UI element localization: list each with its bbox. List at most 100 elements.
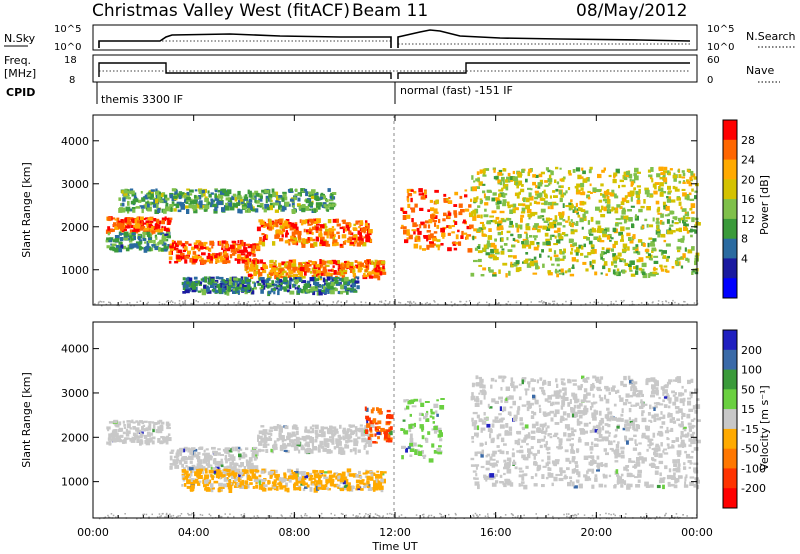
echo-cell bbox=[107, 226, 111, 231]
echo-cell bbox=[228, 448, 233, 453]
echo-cell bbox=[688, 425, 693, 428]
echo-cell bbox=[243, 466, 247, 470]
echo-cell bbox=[577, 385, 581, 388]
echo-cell bbox=[542, 423, 546, 428]
echo-cell bbox=[337, 475, 342, 480]
echo-cell bbox=[448, 225, 452, 229]
echo-cell bbox=[221, 247, 224, 250]
echo-cell bbox=[221, 288, 226, 293]
echo-cell bbox=[510, 381, 515, 384]
echo-cell bbox=[599, 228, 604, 234]
echo-cell bbox=[267, 224, 270, 229]
echo-cell bbox=[240, 199, 244, 202]
echo-cell bbox=[204, 198, 209, 203]
echo-cell bbox=[275, 200, 279, 203]
echo-cell bbox=[151, 201, 156, 205]
echo-cell bbox=[413, 442, 417, 447]
echo-cell bbox=[507, 218, 512, 221]
echo-cell bbox=[257, 448, 261, 453]
noise-cell bbox=[507, 300, 510, 303]
echo-cell bbox=[273, 270, 276, 275]
echo-cell bbox=[300, 445, 304, 451]
echo-cell bbox=[206, 290, 212, 294]
echo-cell bbox=[678, 218, 681, 224]
echo-cell bbox=[231, 253, 236, 256]
echo-cell bbox=[532, 181, 536, 186]
echo-cell bbox=[558, 185, 561, 188]
echo-cell bbox=[133, 198, 139, 203]
echo-cell bbox=[312, 446, 317, 451]
echo-cell bbox=[263, 265, 268, 269]
echo-cell bbox=[165, 227, 169, 232]
echo-cell bbox=[472, 209, 477, 214]
echo-cell bbox=[229, 464, 232, 468]
echo-cell bbox=[249, 464, 254, 470]
echo-cell bbox=[694, 260, 698, 266]
echo-cell bbox=[533, 256, 537, 260]
echo-cell bbox=[223, 252, 227, 256]
echo-cell bbox=[581, 167, 584, 171]
echo-cell bbox=[567, 215, 570, 221]
echo-cell bbox=[349, 473, 354, 477]
power-colorbar-swatch bbox=[723, 120, 737, 141]
echo-cell bbox=[486, 220, 492, 225]
echo-cell bbox=[575, 252, 579, 256]
echo-cell bbox=[153, 199, 157, 203]
echo-cell bbox=[424, 190, 427, 195]
echo-cell bbox=[145, 438, 151, 441]
echo-cell bbox=[308, 194, 313, 198]
echo-cell bbox=[613, 175, 616, 179]
echo-cell bbox=[319, 484, 323, 487]
echo-cell bbox=[466, 234, 472, 237]
echo-cell bbox=[111, 217, 116, 220]
echo-cell bbox=[676, 376, 681, 382]
echo-cell bbox=[582, 213, 586, 219]
echo-cell bbox=[576, 418, 580, 423]
echo-cell bbox=[223, 285, 227, 291]
echo-cell bbox=[585, 392, 591, 396]
echo-cell bbox=[108, 440, 112, 446]
echo-cell bbox=[635, 424, 639, 428]
echo-cell bbox=[303, 283, 308, 288]
echo-cell bbox=[267, 479, 270, 485]
echo-cell bbox=[660, 213, 664, 218]
echo-cell bbox=[691, 246, 695, 251]
echo-cell bbox=[327, 291, 330, 294]
echo-cell bbox=[353, 240, 358, 243]
echo-cell bbox=[108, 438, 113, 441]
echo-cell bbox=[286, 435, 289, 439]
echo-cell bbox=[634, 167, 639, 173]
echo-cell bbox=[470, 198, 473, 202]
echo-cell bbox=[136, 244, 140, 249]
echo-cell bbox=[560, 268, 564, 273]
echo-cell bbox=[377, 474, 383, 479]
echo-cell bbox=[658, 188, 663, 192]
echo-cell bbox=[147, 206, 152, 212]
echo-cell bbox=[419, 398, 422, 403]
echo-cell bbox=[686, 211, 689, 217]
echo-cell bbox=[261, 269, 267, 274]
echo-cell bbox=[568, 202, 572, 205]
echo-cell bbox=[314, 261, 318, 266]
echo-cell bbox=[505, 186, 509, 191]
echo-cell bbox=[319, 236, 325, 241]
echo-cell bbox=[114, 235, 120, 240]
echo-cell bbox=[368, 429, 372, 432]
echo-cell bbox=[434, 189, 439, 193]
noise-cell bbox=[182, 303, 184, 305]
echo-cell bbox=[551, 401, 555, 406]
echo-cell bbox=[617, 417, 622, 422]
noise-cell bbox=[139, 300, 142, 302]
echo-cell bbox=[329, 481, 334, 486]
echo-cell bbox=[682, 427, 685, 430]
echo-cell bbox=[380, 261, 386, 264]
echo-cell bbox=[453, 204, 458, 207]
echo-cell bbox=[261, 284, 264, 289]
echo-cell bbox=[377, 482, 383, 486]
noise-cell bbox=[233, 302, 235, 304]
echo-cell bbox=[311, 477, 316, 480]
echo-cell bbox=[210, 199, 214, 205]
echo-cell bbox=[282, 479, 288, 482]
echo-cell bbox=[248, 192, 253, 198]
